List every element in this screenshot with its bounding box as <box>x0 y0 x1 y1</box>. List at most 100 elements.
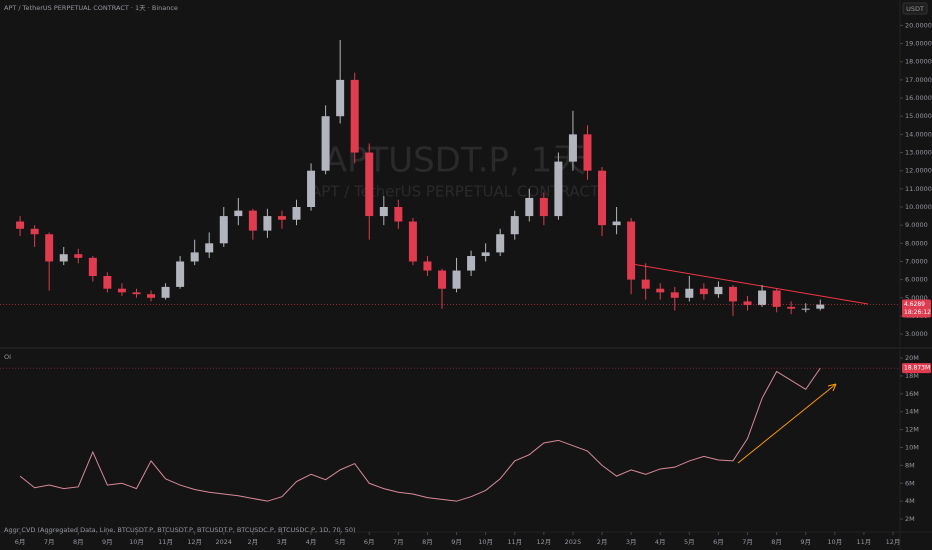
candle-body <box>176 261 185 287</box>
candle-body <box>481 252 490 257</box>
currency-label[interactable]: USDT <box>906 5 924 13</box>
candle-body <box>88 257 97 276</box>
candle-body <box>379 207 388 217</box>
candle-body <box>365 152 374 217</box>
x-tick-label: 12月 <box>886 538 901 546</box>
x-tick-label: 3月 <box>626 538 637 546</box>
last-value-text: 18.873M <box>904 365 930 372</box>
x-tick-label: 6月 <box>713 538 724 546</box>
candle-body <box>452 270 461 289</box>
trend-arrow[interactable] <box>737 383 837 464</box>
candle-body <box>743 301 752 306</box>
x-tick-label: 11月 <box>507 538 522 546</box>
candle-body <box>408 221 417 262</box>
candle-body <box>336 79 345 117</box>
candle-body <box>74 254 83 258</box>
x-tick-label: 4月 <box>306 538 317 546</box>
last-value-tag <box>902 299 931 318</box>
y-tick-label: 3.0000 <box>905 330 928 338</box>
y-tick-label: 20.0000 <box>905 21 932 29</box>
y-tick-label: 6M <box>905 479 915 487</box>
y-tick-label: 12M <box>905 426 919 434</box>
candle-body <box>554 161 563 217</box>
y-tick-label: 16M <box>905 390 919 398</box>
candle-body <box>59 254 68 262</box>
y-tick-label: 8M <box>905 461 915 469</box>
currency-button[interactable] <box>902 2 928 15</box>
watermark: APTUSDT.P, 1天 <box>324 141 586 181</box>
arrow-head <box>827 383 837 392</box>
last-value-text: 4.6289 <box>904 301 925 308</box>
x-tick-label: 10月 <box>827 538 842 546</box>
y-tick-label: 4M <box>905 497 915 505</box>
candle-body <box>307 170 316 207</box>
oi-line <box>19 367 821 502</box>
candle-body <box>16 221 25 229</box>
y-tick-label: 19.0000 <box>905 40 932 48</box>
x-tick-label: 2025 <box>565 538 582 546</box>
indicator-label: Aggr CVD (Aggregated Data, Line, BTCUSDT… <box>4 526 356 534</box>
candle-body <box>656 288 665 293</box>
x-tick-label: 10月 <box>478 538 493 546</box>
candle-body <box>496 234 505 253</box>
candle-body <box>219 216 228 244</box>
candle-body <box>583 134 592 171</box>
candle-body <box>277 216 286 220</box>
x-tick-label: 3月 <box>277 538 288 546</box>
x-tick-label: 11月 <box>857 538 872 546</box>
y-tick-label: 11.0000 <box>905 185 932 193</box>
last-value-tag <box>902 363 931 374</box>
y-tick-label: 10M <box>905 443 919 451</box>
candle-body <box>758 290 767 306</box>
candle-body <box>598 170 607 226</box>
x-tick-label: 5月 <box>684 538 695 546</box>
y-tick-label: 12.0000 <box>905 167 932 175</box>
candle-body <box>801 308 810 310</box>
candle-body <box>670 292 679 298</box>
y-tick-label: 9.0000 <box>905 221 928 229</box>
candle-body <box>510 216 519 235</box>
candle-body <box>234 210 243 217</box>
y-tick-label: 8.0000 <box>905 239 928 247</box>
candle-body <box>787 306 796 309</box>
oi-pane-title: OI <box>4 353 11 361</box>
x-tick-label: 11月 <box>158 538 173 546</box>
candle-body <box>467 256 476 271</box>
y-tick-label: 6.0000 <box>905 276 928 284</box>
x-tick-label: 6月 <box>364 538 375 546</box>
x-tick-label: 2024 <box>215 538 232 546</box>
x-tick-label: 9月 <box>102 538 113 546</box>
x-tick-label: 7月 <box>393 538 404 546</box>
candle-body <box>30 228 39 235</box>
x-tick-label: 2月 <box>597 538 608 546</box>
candle-body <box>205 243 214 253</box>
candle-body <box>190 252 199 262</box>
candle-body <box>263 216 272 231</box>
candle-body <box>714 286 723 295</box>
candle-body <box>161 286 170 298</box>
y-tick-label: 14M <box>905 408 919 416</box>
x-tick-label: 9月 <box>800 538 811 546</box>
candle-body <box>292 207 301 220</box>
x-tick-label: 8月 <box>422 538 433 546</box>
candle-body <box>423 261 432 271</box>
candle-body <box>612 221 621 226</box>
candle-body <box>568 134 577 162</box>
trend-line[interactable] <box>631 263 869 305</box>
y-tick-label: 18M <box>905 372 919 380</box>
candle-body <box>248 210 257 231</box>
candle-body <box>103 276 112 289</box>
y-tick-label: 17.0000 <box>905 76 932 84</box>
chart-title: APT / TetherUS PERPETUAL CONTRACT · 1天 ·… <box>4 4 178 12</box>
last-value-text: 18:26:12 <box>904 309 931 316</box>
candle-body <box>350 79 359 153</box>
candle-body <box>772 290 781 307</box>
candle-body <box>699 288 708 295</box>
y-tick-label: 5.0000 <box>905 294 928 302</box>
x-tick-label: 7月 <box>742 538 753 546</box>
x-tick-label: 8月 <box>73 538 84 546</box>
x-tick-label: 7月 <box>44 538 55 546</box>
candle-body <box>525 197 534 217</box>
